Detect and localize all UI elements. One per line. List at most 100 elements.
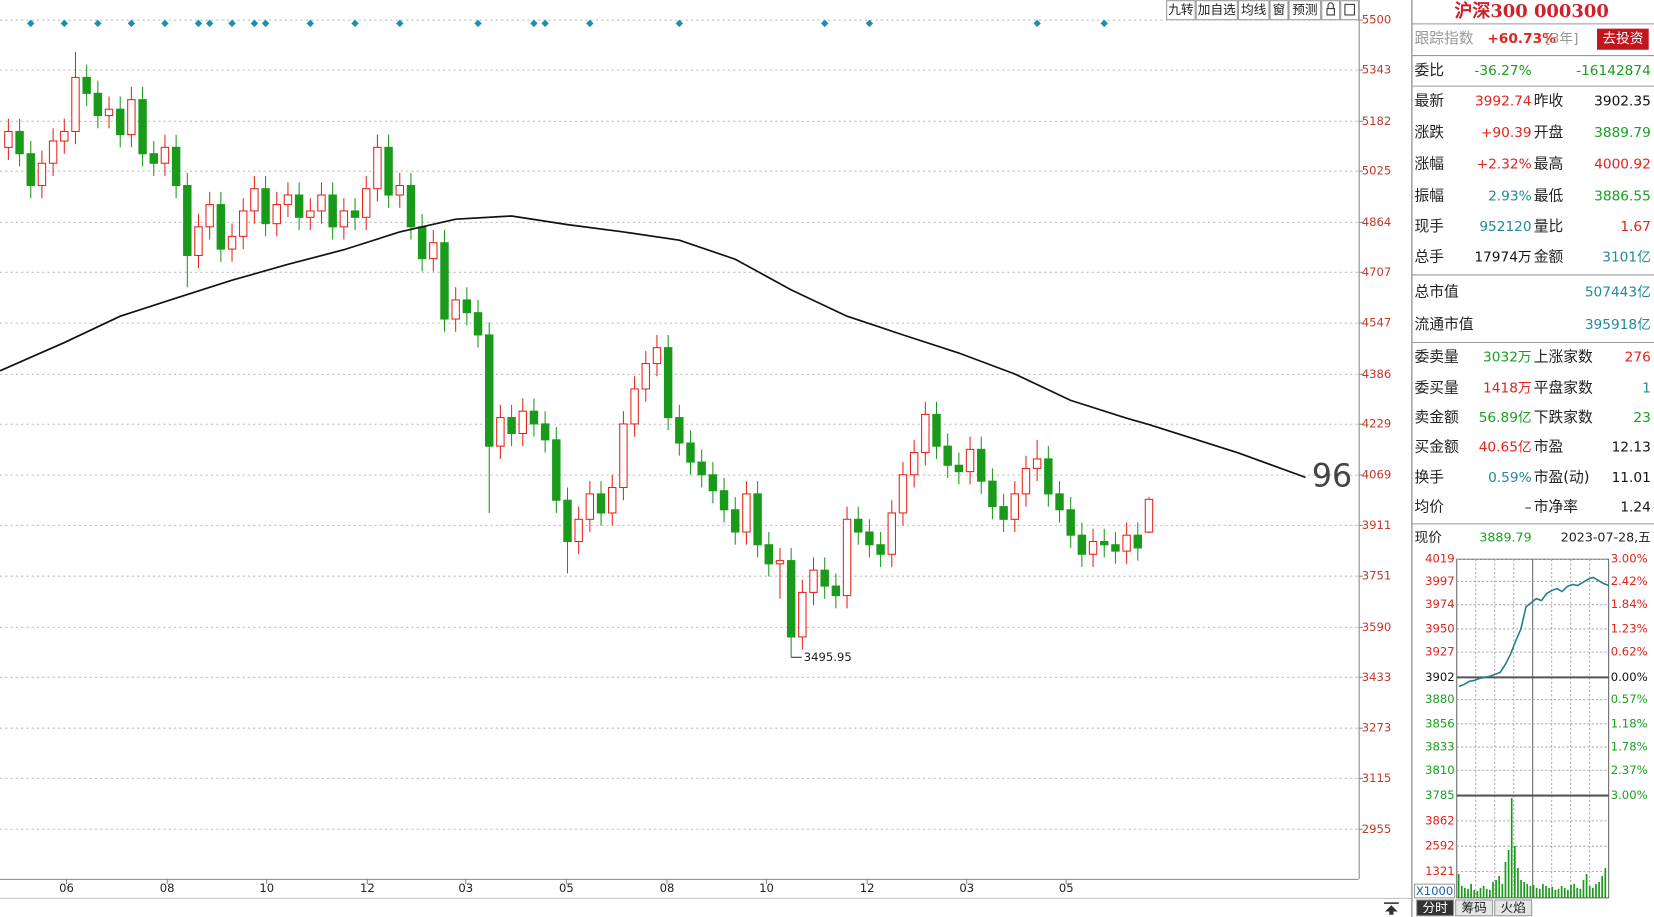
- quote-label: 市盈(动): [1534, 469, 1590, 486]
- candle-body: [462, 299, 472, 314]
- candle-body: [742, 493, 751, 533]
- volume-bar: [1560, 885, 1563, 898]
- y-tick-label: 5343: [1362, 63, 1392, 77]
- tab[interactable]: [1416, 899, 1455, 917]
- weibi-pct: -36.27%: [1474, 63, 1531, 79]
- toolbar-label: 九转: [1168, 2, 1194, 17]
- candle-body: [1144, 498, 1154, 533]
- quote-label: 委买量: [1415, 379, 1460, 396]
- volume-bar: [1582, 879, 1585, 898]
- candle-body: [183, 184, 192, 256]
- ma-label: 96: [1312, 458, 1352, 494]
- signal-marker: [306, 19, 314, 28]
- volume-bar: [1545, 885, 1547, 898]
- quote-label: 下跌家数: [1534, 409, 1593, 426]
- candle-body: [865, 531, 874, 546]
- candle-body: [1133, 534, 1143, 549]
- toolbar-button[interactable]: [1237, 0, 1270, 21]
- tab[interactable]: [1494, 899, 1533, 917]
- window-button[interactable]: [1340, 0, 1360, 21]
- candle-body: [306, 210, 315, 218]
- quote-value: 3889.79: [1594, 125, 1651, 141]
- signal-marker: [60, 19, 68, 28]
- candle-body: [809, 569, 818, 593]
- signal-marker: [27, 19, 35, 28]
- volume-tick-label: 1321: [1425, 864, 1455, 878]
- candle-body: [753, 493, 762, 546]
- candle-body: [261, 188, 270, 225]
- x-tick-label: 08: [660, 881, 675, 895]
- candle-body: [540, 423, 550, 441]
- tab-label: 筹码: [1462, 900, 1487, 915]
- volume-bar: [1588, 885, 1591, 898]
- lock-button[interactable]: [1321, 0, 1341, 21]
- toolbar-button[interactable]: [1269, 0, 1289, 21]
- scroll-top-icon[interactable]: [1383, 902, 1399, 915]
- x-tick-label: 12: [860, 881, 875, 895]
- candle-body: [619, 423, 628, 489]
- candle-body: [675, 417, 684, 444]
- candle-body: [831, 585, 841, 597]
- candle-body: [60, 130, 69, 142]
- quote-value: 56.89亿: [1479, 410, 1532, 426]
- volume-bar: [1523, 881, 1526, 898]
- candle-body: [283, 194, 293, 206]
- intraday-tick-label: 3902: [1425, 670, 1455, 684]
- volume-bar: [1551, 886, 1554, 898]
- invest-button[interactable]: [1597, 28, 1649, 50]
- quote-label: 涨幅: [1415, 156, 1445, 173]
- x-tick-label: 10: [759, 881, 774, 895]
- quote-label: 最新: [1415, 92, 1445, 109]
- volume-bar: [1585, 873, 1588, 898]
- quote-label: 开盘: [1534, 123, 1564, 141]
- toolbar-label: 均线: [1241, 2, 1267, 17]
- quote-value: 1.24: [1620, 500, 1651, 516]
- tab-label: 分时: [1422, 900, 1448, 915]
- volume-bar: [1579, 888, 1582, 898]
- intraday-tick-label: 4019: [1425, 552, 1455, 566]
- intraday-tick-label: 3950: [1425, 621, 1455, 635]
- quote-value: 3992.74: [1475, 93, 1532, 109]
- signal-marker: [820, 19, 829, 28]
- volume-bar: [1591, 887, 1594, 898]
- quote-label: 总手: [1415, 249, 1445, 266]
- intraday-pct-label: 1.23%: [1611, 621, 1648, 635]
- candle-body: [93, 92, 103, 117]
- tab[interactable]: [1455, 899, 1494, 917]
- quote-value: 3032万: [1483, 350, 1532, 366]
- candle-body: [485, 334, 494, 447]
- quote-value: +90.39: [1481, 125, 1532, 141]
- candle-body: [406, 184, 416, 228]
- signal-marker: [261, 19, 270, 28]
- candle-body: [608, 486, 617, 514]
- candle-body: [429, 242, 438, 260]
- quote-value: 2.93%: [1488, 188, 1532, 204]
- volume-bar: [1532, 884, 1535, 898]
- candle-body: [708, 474, 718, 492]
- y-tick-label: 3590: [1362, 620, 1392, 634]
- candle-body: [921, 413, 930, 454]
- candle-body: [160, 146, 170, 164]
- quote-label: 均价: [1415, 499, 1445, 516]
- volume-unit-box: [1414, 883, 1456, 899]
- intraday-pct-label: 2.42%: [1611, 574, 1648, 588]
- candle-body: [328, 194, 337, 228]
- candle-body: [171, 146, 181, 187]
- volume-bar: [1513, 846, 1516, 898]
- toolbar-label: 窗: [1273, 2, 1286, 17]
- signal-marker: [530, 19, 538, 28]
- quote-title: 沪深300 000300: [1454, 0, 1608, 22]
- intraday-pct-label: 1.18%: [1611, 716, 1648, 730]
- candle-body: [977, 448, 986, 482]
- toolbar-button[interactable]: [1166, 0, 1196, 21]
- lock-icon: [1326, 8, 1335, 16]
- toolbar-button[interactable]: [1195, 0, 1238, 21]
- intraday-price: 3889.79: [1479, 530, 1531, 545]
- intraday-pct-label: 0.00%: [1611, 670, 1648, 684]
- intraday-pct-label: 2.37%: [1611, 763, 1648, 777]
- candle-body: [932, 413, 941, 447]
- candle-body: [988, 480, 997, 508]
- y-tick-label: 3911: [1362, 518, 1392, 532]
